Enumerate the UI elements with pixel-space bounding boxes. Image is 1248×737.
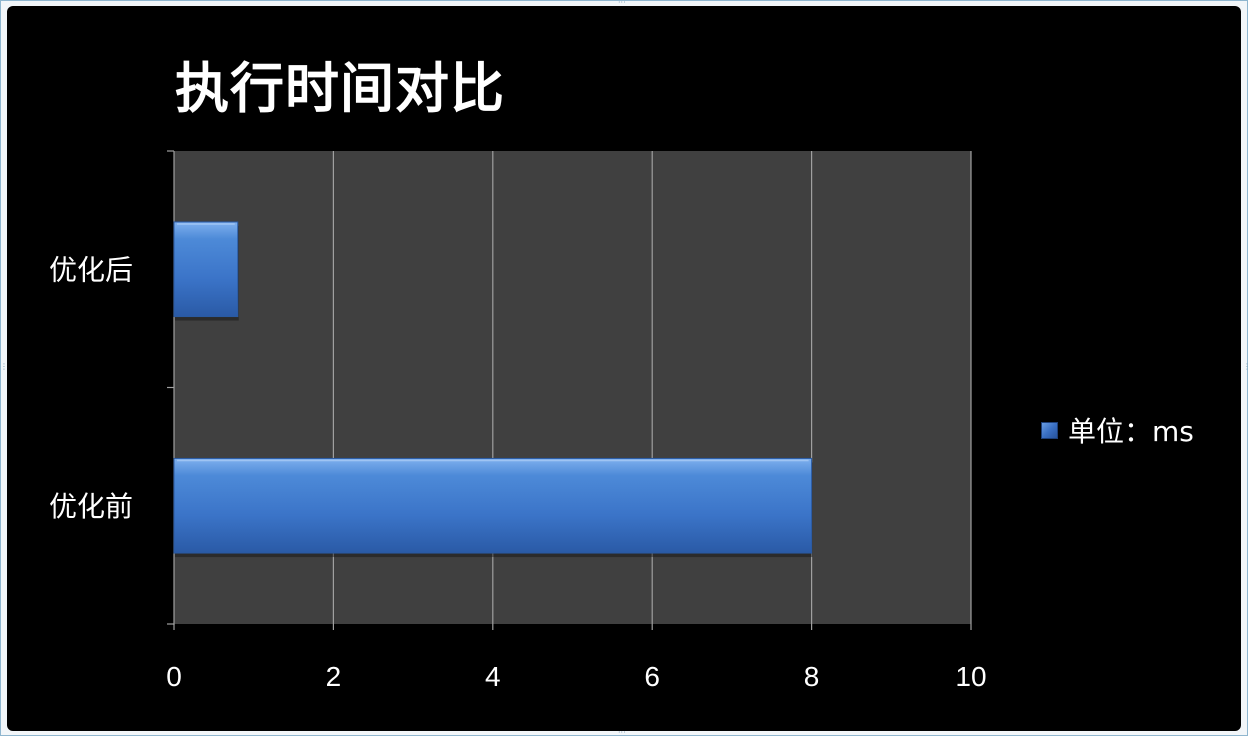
category-label: 优化前	[49, 490, 133, 523]
chart-area[interactable]: 执行时间对比 0 2 4 6 8 10 优化后优化前 单位：ms	[7, 6, 1241, 731]
bar	[173, 457, 813, 554]
legend: 单位：ms	[1041, 410, 1194, 450]
chart-title: 执行时间对比	[175, 56, 505, 120]
resize-handle-right[interactable]: ⋮	[1243, 362, 1248, 371]
category-label: 优化后	[49, 253, 133, 286]
resize-handle-left[interactable]: ⋮	[0, 362, 8, 371]
x-tick-label: 0	[166, 661, 182, 692]
bar	[173, 221, 239, 318]
x-tick-label: 10	[955, 661, 986, 692]
x-tick-label: 8	[804, 661, 820, 692]
resize-handle-bottom[interactable]: ···	[618, 728, 626, 737]
x-tick-label: 2	[326, 661, 342, 692]
resize-handle-top[interactable]: ···	[618, 0, 626, 7]
legend-swatch	[1041, 421, 1058, 439]
x-tick-label: 6	[644, 661, 660, 692]
legend-label: 单位：ms	[1068, 415, 1194, 448]
x-tick-label: 4	[485, 661, 501, 692]
